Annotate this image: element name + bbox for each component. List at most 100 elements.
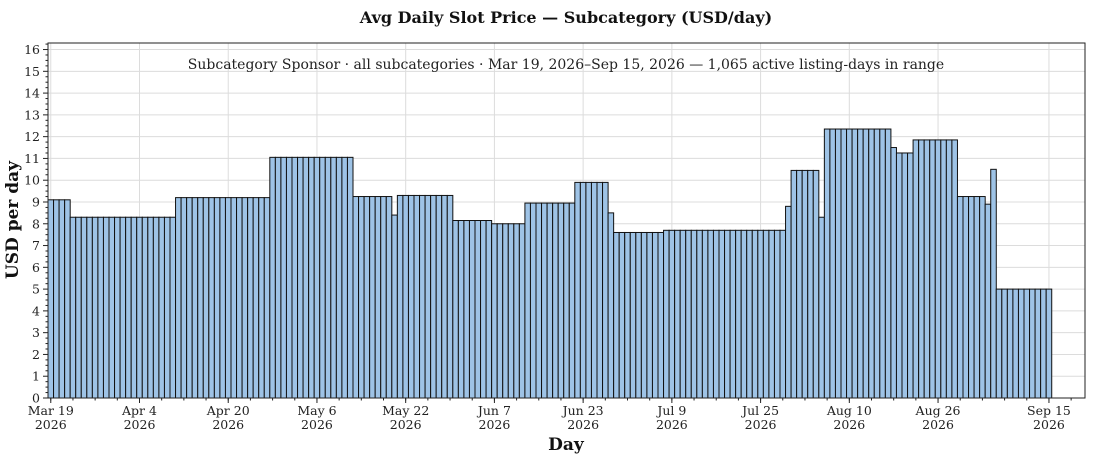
- y-tick-label: 1: [32, 369, 40, 384]
- x-tick-year: 2026: [124, 417, 156, 432]
- bar: [718, 229, 726, 399]
- bar: [518, 223, 526, 399]
- bar: [873, 128, 881, 399]
- bar: [1017, 288, 1025, 399]
- bar: [857, 128, 864, 399]
- bar: [175, 197, 182, 399]
- bar: [579, 181, 587, 399]
- bar: [751, 229, 759, 399]
- bar: [1040, 288, 1047, 399]
- bar: [285, 156, 293, 399]
- bar: [934, 139, 942, 399]
- x-tick-label: Jul 9: [655, 403, 686, 418]
- bar: [929, 139, 936, 399]
- bar: [846, 128, 853, 399]
- bar: [402, 194, 409, 399]
- bar: [80, 216, 88, 399]
- bar: [180, 197, 188, 399]
- bar: [114, 216, 121, 399]
- x-tick-label: Jun 7: [476, 403, 511, 418]
- bar: [679, 229, 687, 399]
- bar: [685, 229, 692, 399]
- bar: [862, 128, 870, 399]
- x-tick-label: Apr 20: [206, 403, 250, 418]
- bar: [335, 156, 343, 399]
- bar: [468, 220, 476, 399]
- bar: [1023, 288, 1031, 399]
- bar: [419, 194, 426, 399]
- bar: [956, 196, 964, 399]
- bar: [790, 169, 798, 399]
- bar: [269, 156, 276, 399]
- bar: [230, 197, 238, 399]
- bar: [1029, 288, 1036, 399]
- bar: [640, 231, 648, 399]
- bar: [823, 128, 831, 399]
- bar: [241, 197, 249, 399]
- x-tick-year: 2026: [1033, 417, 1065, 432]
- bar: [529, 202, 537, 399]
- bar: [496, 223, 504, 399]
- bar: [319, 156, 326, 399]
- bar: [968, 196, 975, 399]
- bar: [690, 229, 698, 399]
- x-tick-label: Aug 26: [915, 403, 961, 418]
- bar: [313, 156, 321, 399]
- x-tick-label: Aug 10: [826, 403, 872, 418]
- bar: [646, 231, 653, 399]
- bar: [807, 169, 814, 399]
- bar: [607, 212, 615, 399]
- bar: [485, 220, 493, 399]
- x-tick-label: Jun 23: [561, 403, 604, 418]
- bar: [186, 197, 193, 399]
- bar: [352, 196, 360, 399]
- bar: [480, 220, 487, 399]
- bar: [53, 199, 60, 399]
- bar: [380, 196, 387, 399]
- bar: [834, 128, 842, 399]
- y-tick-label: 5: [32, 282, 40, 297]
- bar: [91, 216, 99, 399]
- bar: [918, 139, 925, 399]
- bar: [535, 202, 543, 399]
- bar: [152, 216, 160, 399]
- bar: [86, 216, 93, 399]
- bar: [64, 199, 71, 399]
- bar: [324, 156, 332, 399]
- bar: [779, 229, 787, 399]
- bar: [391, 214, 398, 399]
- bar: [297, 156, 304, 399]
- bar: [435, 194, 443, 399]
- x-tick-year: 2026: [35, 417, 67, 432]
- x-tick-year: 2026: [745, 417, 777, 432]
- bar: [141, 216, 149, 399]
- bar: [635, 231, 642, 399]
- bar: [524, 202, 531, 399]
- bar: [507, 223, 515, 399]
- bar: [951, 139, 958, 399]
- bar: [785, 205, 792, 399]
- bar: [557, 202, 565, 399]
- bar: [147, 216, 154, 399]
- bar: [191, 197, 199, 399]
- y-tick-label: 3: [32, 325, 40, 340]
- y-tick-label: 8: [32, 216, 40, 231]
- x-tick-label: Apr 4: [121, 403, 157, 418]
- x-tick-year: 2026: [212, 417, 244, 432]
- bar: [563, 202, 570, 399]
- bar: [840, 128, 848, 399]
- y-tick-label: 14: [24, 86, 40, 101]
- bar: [729, 229, 737, 399]
- bar: [58, 199, 66, 399]
- bar: [995, 288, 1003, 399]
- x-tick-year: 2026: [567, 417, 599, 432]
- bar: [574, 181, 581, 399]
- bar: [491, 223, 498, 399]
- bar: [879, 128, 886, 399]
- y-tick-label: 6: [32, 260, 40, 275]
- y-tick-label: 10: [24, 173, 40, 188]
- bar: [740, 229, 748, 399]
- bar: [330, 156, 337, 399]
- bar: [812, 169, 820, 399]
